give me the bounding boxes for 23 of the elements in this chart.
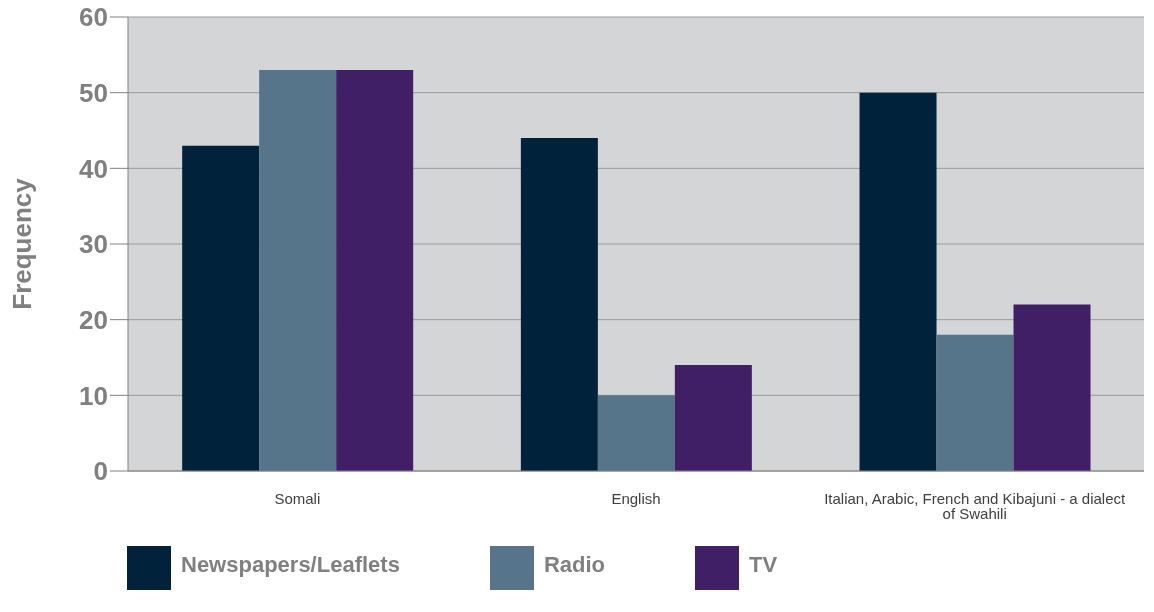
bar [674,365,752,471]
y-tick-label: 40 [79,153,108,184]
y-axis-title: Frequency [7,177,38,310]
bar [597,395,675,471]
bar [182,145,260,471]
bar [936,334,1014,471]
legend-label: Newspapers/Leaflets [181,552,400,578]
x-tick-label: Italian, Arabic, French and Kibajuni - a dialect of Swahili [824,489,1126,522]
y-tick-label: 30 [79,229,108,260]
x-tick-label: English [611,489,661,507]
y-tick-label: 0 [93,456,108,487]
y-tick-label: 60 [79,2,108,33]
bar [259,69,337,471]
x-tick-label: Somali [274,489,321,507]
bar [520,138,598,471]
bar [1013,304,1091,471]
y-tick-label: 10 [79,380,108,411]
legend-label: TV [749,552,778,578]
legend-label: Radio [543,552,605,578]
y-tick-label: 50 [79,77,108,108]
bar [336,69,414,471]
y-tick-label: 20 [79,304,108,335]
bar [859,92,937,471]
